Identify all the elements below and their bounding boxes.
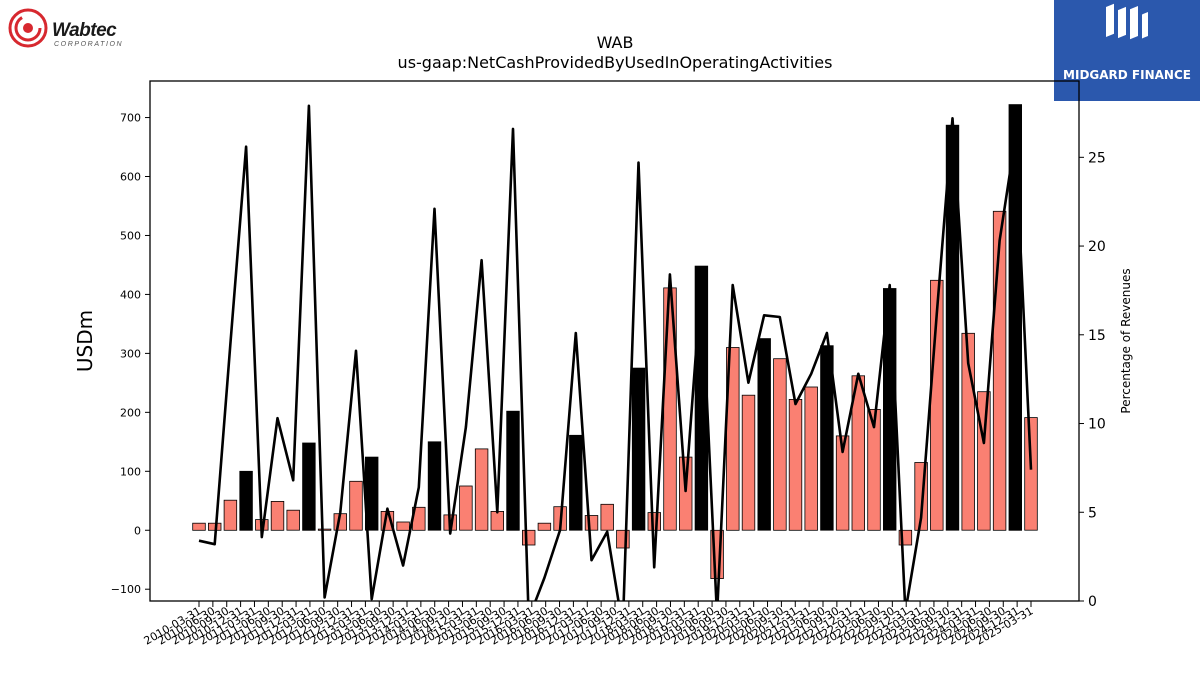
logo-brand: Wabtec bbox=[52, 20, 117, 41]
chart-subtitle: us-gaap:NetCashProvidedByUsedInOperating… bbox=[398, 53, 833, 72]
bar bbox=[835, 435, 850, 531]
bar bbox=[286, 509, 300, 531]
bar bbox=[223, 499, 238, 531]
bar bbox=[427, 441, 442, 531]
logo-subtitle: CORPORATION bbox=[54, 41, 124, 48]
bar bbox=[506, 410, 520, 531]
line-series-group bbox=[198, 104, 1033, 601]
y-tick-label: −100 bbox=[111, 583, 141, 596]
wabtec-logo-icon bbox=[8, 8, 48, 48]
y-tick-label: 100 bbox=[120, 465, 141, 478]
y2-tick-label: 0 bbox=[1088, 594, 1097, 610]
y-tick-label: 400 bbox=[120, 288, 141, 301]
bar bbox=[459, 485, 473, 531]
y-tick-label: 300 bbox=[120, 347, 141, 360]
y-tick-label: 200 bbox=[120, 406, 141, 419]
y-tick-label: 500 bbox=[120, 229, 141, 242]
bar bbox=[584, 515, 599, 531]
y-tick-label: 600 bbox=[120, 171, 141, 184]
chart-title: WAB bbox=[597, 33, 634, 52]
bar bbox=[992, 210, 1007, 531]
y-tick-label: 700 bbox=[120, 112, 141, 125]
bar bbox=[302, 442, 316, 531]
x-axis: 2010-03-312010-06-302010-09-302010-12-31… bbox=[142, 601, 1036, 648]
bar bbox=[474, 448, 489, 531]
bar bbox=[239, 470, 253, 531]
wabtec-logo: Wabtec CORPORATION bbox=[6, 6, 146, 52]
y2-tick-label: 15 bbox=[1088, 328, 1106, 344]
midgard-emblem-icon bbox=[1106, 3, 1148, 40]
bar bbox=[773, 358, 787, 531]
y2-tick-label: 25 bbox=[1088, 150, 1106, 166]
y-tick-label: 0 bbox=[134, 524, 141, 537]
bar bbox=[631, 367, 646, 531]
bar bbox=[741, 394, 756, 531]
y-axis-right: 0 5 10 15 20 25 bbox=[1079, 150, 1106, 610]
bar bbox=[867, 408, 881, 531]
bar bbox=[820, 345, 834, 531]
bar bbox=[490, 510, 505, 531]
bar bbox=[600, 503, 614, 531]
bar bbox=[788, 398, 803, 531]
bar bbox=[616, 529, 630, 549]
bar-series bbox=[192, 104, 1038, 579]
bar bbox=[1024, 417, 1038, 531]
y2-tick-label: 5 bbox=[1088, 505, 1097, 521]
bar bbox=[537, 522, 552, 531]
y2-tick-label: 20 bbox=[1088, 239, 1106, 255]
y2-axis-label: Percentage of Revenues bbox=[1119, 268, 1133, 413]
bar bbox=[757, 338, 771, 531]
bar bbox=[679, 456, 693, 531]
bar bbox=[804, 386, 818, 531]
bar bbox=[192, 522, 206, 531]
y-axis-left: −100 0 100 200 300 400 500 600 700 bbox=[111, 112, 150, 596]
ratio-line bbox=[198, 104, 1033, 601]
badge-label: MIDGARD FINANCE bbox=[1063, 68, 1191, 82]
bar bbox=[317, 528, 332, 531]
bar bbox=[396, 521, 410, 531]
y-axis-label: USDm bbox=[73, 310, 97, 372]
midgard-finance-badge: MIDGARD FINANCE bbox=[1054, 0, 1200, 101]
bar bbox=[977, 391, 991, 531]
y2-tick-label: 10 bbox=[1088, 417, 1106, 433]
bar bbox=[349, 480, 363, 531]
bar bbox=[522, 529, 536, 546]
bar bbox=[270, 500, 285, 531]
bar bbox=[569, 434, 583, 531]
bar bbox=[647, 512, 662, 531]
